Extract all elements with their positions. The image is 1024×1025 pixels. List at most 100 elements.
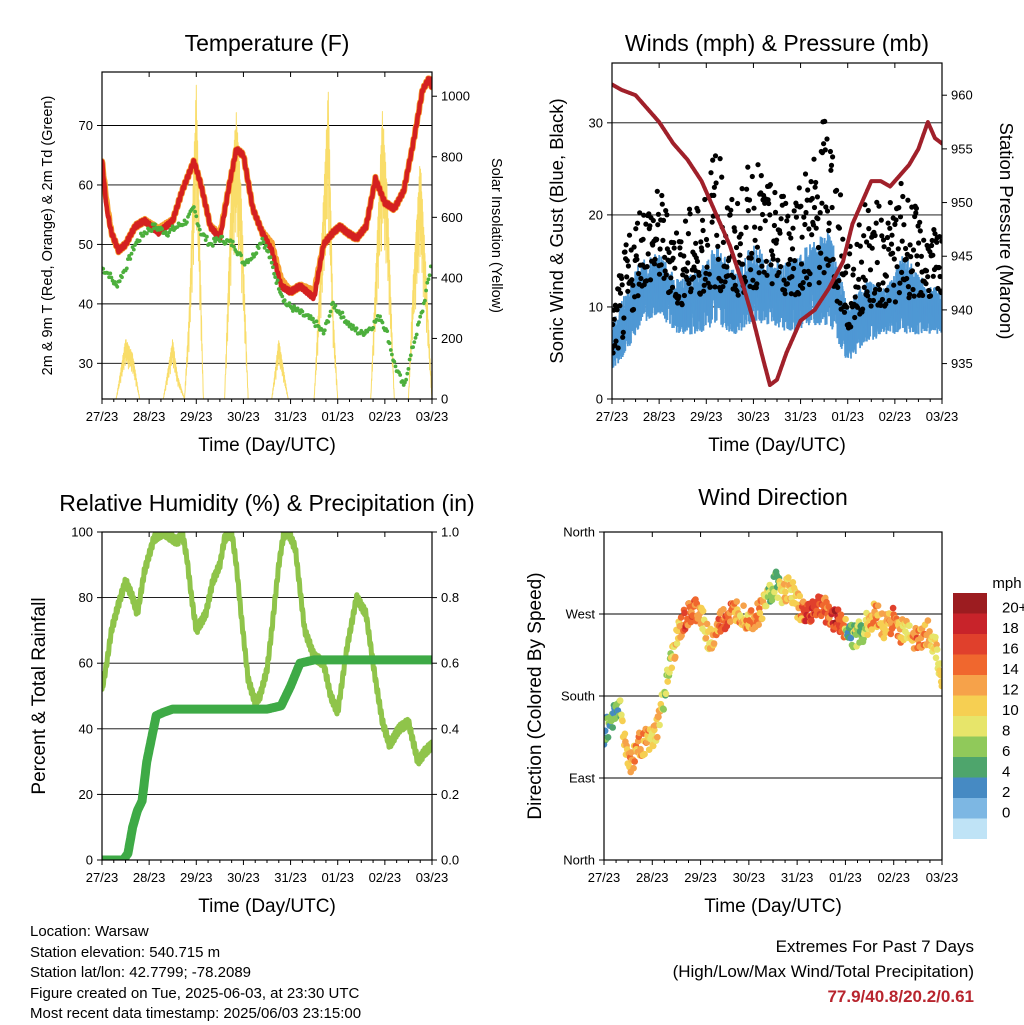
wind-gust-point — [625, 263, 632, 269]
station-info: Location: Warsaw Station elevation: 540.… — [30, 922, 361, 1025]
wind-gust-point — [759, 211, 766, 218]
wind-direction-point — [631, 758, 638, 765]
wind-gust-point — [790, 225, 796, 231]
wind-direction-point — [887, 630, 895, 638]
colorbar-swatch — [953, 654, 987, 675]
dewpoint-point — [266, 249, 271, 254]
x-tick-label: 29/23 — [684, 870, 717, 885]
wind-gust-point — [824, 208, 831, 214]
wind-gust-point — [903, 256, 909, 262]
wind-gust-point — [659, 192, 665, 199]
wind-gust-point — [884, 287, 890, 293]
wind-gust-point — [899, 269, 905, 275]
wind-direction-point — [874, 602, 882, 609]
x-tick-label: 31/23 — [274, 409, 307, 424]
dewpoint-point — [393, 364, 398, 369]
wind-gust-point — [630, 282, 636, 288]
wind-gust-point — [681, 292, 688, 299]
wind-gust-point — [909, 268, 916, 274]
colorbar-swatch — [953, 695, 987, 716]
wind-gust-point — [916, 240, 922, 246]
wind-gust-point — [636, 271, 642, 277]
wind-gust-point — [923, 281, 929, 287]
wind-gust-point — [693, 240, 699, 246]
y-axis-label: Direction (Colored By Speed) — [525, 572, 546, 819]
wind-gust-point — [746, 197, 753, 203]
wind-gust-point — [827, 148, 834, 155]
wind-gust-point — [744, 186, 750, 192]
dewpoint-point — [153, 222, 157, 227]
wind-gust-point — [914, 253, 920, 259]
dewpoint-point — [413, 336, 418, 340]
wind-gust-point — [637, 210, 643, 216]
wind-gust-point — [656, 271, 663, 277]
dewpoint-point — [333, 303, 338, 308]
wind-gust-point — [620, 329, 626, 335]
dewpoint-point — [418, 314, 423, 319]
wind-gust-point — [793, 214, 800, 220]
wind-direction-point — [880, 634, 888, 642]
dewpoint-point — [423, 298, 427, 303]
wind-direction-point — [762, 602, 770, 610]
wind-gust-point — [714, 232, 720, 238]
wind-gust-point — [934, 239, 940, 245]
y-tick-label: 60 — [79, 177, 93, 192]
colorbar-label: 18 — [1002, 620, 1019, 637]
dewpoint-point — [127, 254, 131, 258]
dewpoint-point — [160, 227, 165, 231]
y-tick-label-right: 1.0 — [441, 525, 459, 540]
wind-gust-point — [850, 272, 856, 278]
wind-gust-point — [806, 281, 813, 288]
wind-gust-point — [770, 252, 776, 258]
wind-gust-point — [913, 205, 920, 211]
x-tick-label: 02/23 — [877, 870, 910, 885]
wind-gust-point — [682, 218, 689, 224]
x-tick-label: 01/23 — [321, 870, 354, 885]
wind-gust-point — [817, 210, 823, 216]
wind-gust-point — [690, 274, 697, 280]
wind-gust-point — [861, 284, 867, 290]
wind-gust-point — [910, 247, 917, 253]
wind-gust-point — [663, 272, 669, 278]
y-axis-label-right: Solar Insolation (Yellow) — [488, 158, 504, 313]
wind-gust-point — [715, 256, 722, 262]
wind-gust-point — [770, 256, 776, 262]
wind-gust-point — [699, 217, 706, 223]
wind-gust-point — [905, 197, 911, 203]
wind-gust-point — [766, 200, 772, 207]
dewpoint-point — [273, 275, 278, 279]
wind-gust-point — [738, 231, 744, 237]
wind-gust-point — [647, 277, 654, 283]
wind-gust-point — [814, 194, 821, 200]
wind-gust-point — [679, 302, 685, 308]
wind-direction-point — [789, 579, 797, 586]
wind-gust-point — [706, 271, 712, 277]
plot-area — [102, 532, 432, 860]
dewpoint-point — [137, 238, 142, 243]
wind-gust-point — [889, 232, 895, 238]
wind-direction-point — [796, 592, 804, 600]
y-tick-label-right: 945 — [951, 249, 973, 264]
wind-gust-point — [638, 275, 644, 282]
wind-gust-point — [676, 293, 682, 300]
extremes-subtitle: (High/Low/Max Wind/Total Precipitation) — [672, 962, 974, 981]
wind-gust-point — [778, 264, 784, 270]
chart-panel-2: 0 10 20 30 935 940 945 950 955 960 27/23 28/23 29/23… — [546, 30, 1017, 456]
wind-gust-point — [709, 219, 715, 225]
wind-gust-point — [630, 306, 637, 313]
wind-gust-point — [824, 136, 830, 142]
wind-gust-point — [635, 293, 641, 299]
dewpoint-point — [254, 251, 259, 256]
dewpoint-point — [405, 371, 410, 376]
wind-gust-point — [785, 213, 791, 219]
wind-gust-point — [811, 156, 817, 162]
wind-gust-point — [777, 230, 783, 236]
wind-gust-point — [826, 227, 832, 234]
wind-gust-point — [788, 235, 794, 241]
colorbar-swatch — [953, 634, 987, 655]
wind-gust-point — [851, 266, 857, 272]
wind-gust-point — [644, 264, 650, 270]
y-tick-label: West — [566, 607, 596, 622]
wind-direction-point — [630, 764, 637, 772]
y-tick-label-right: 950 — [951, 195, 973, 210]
